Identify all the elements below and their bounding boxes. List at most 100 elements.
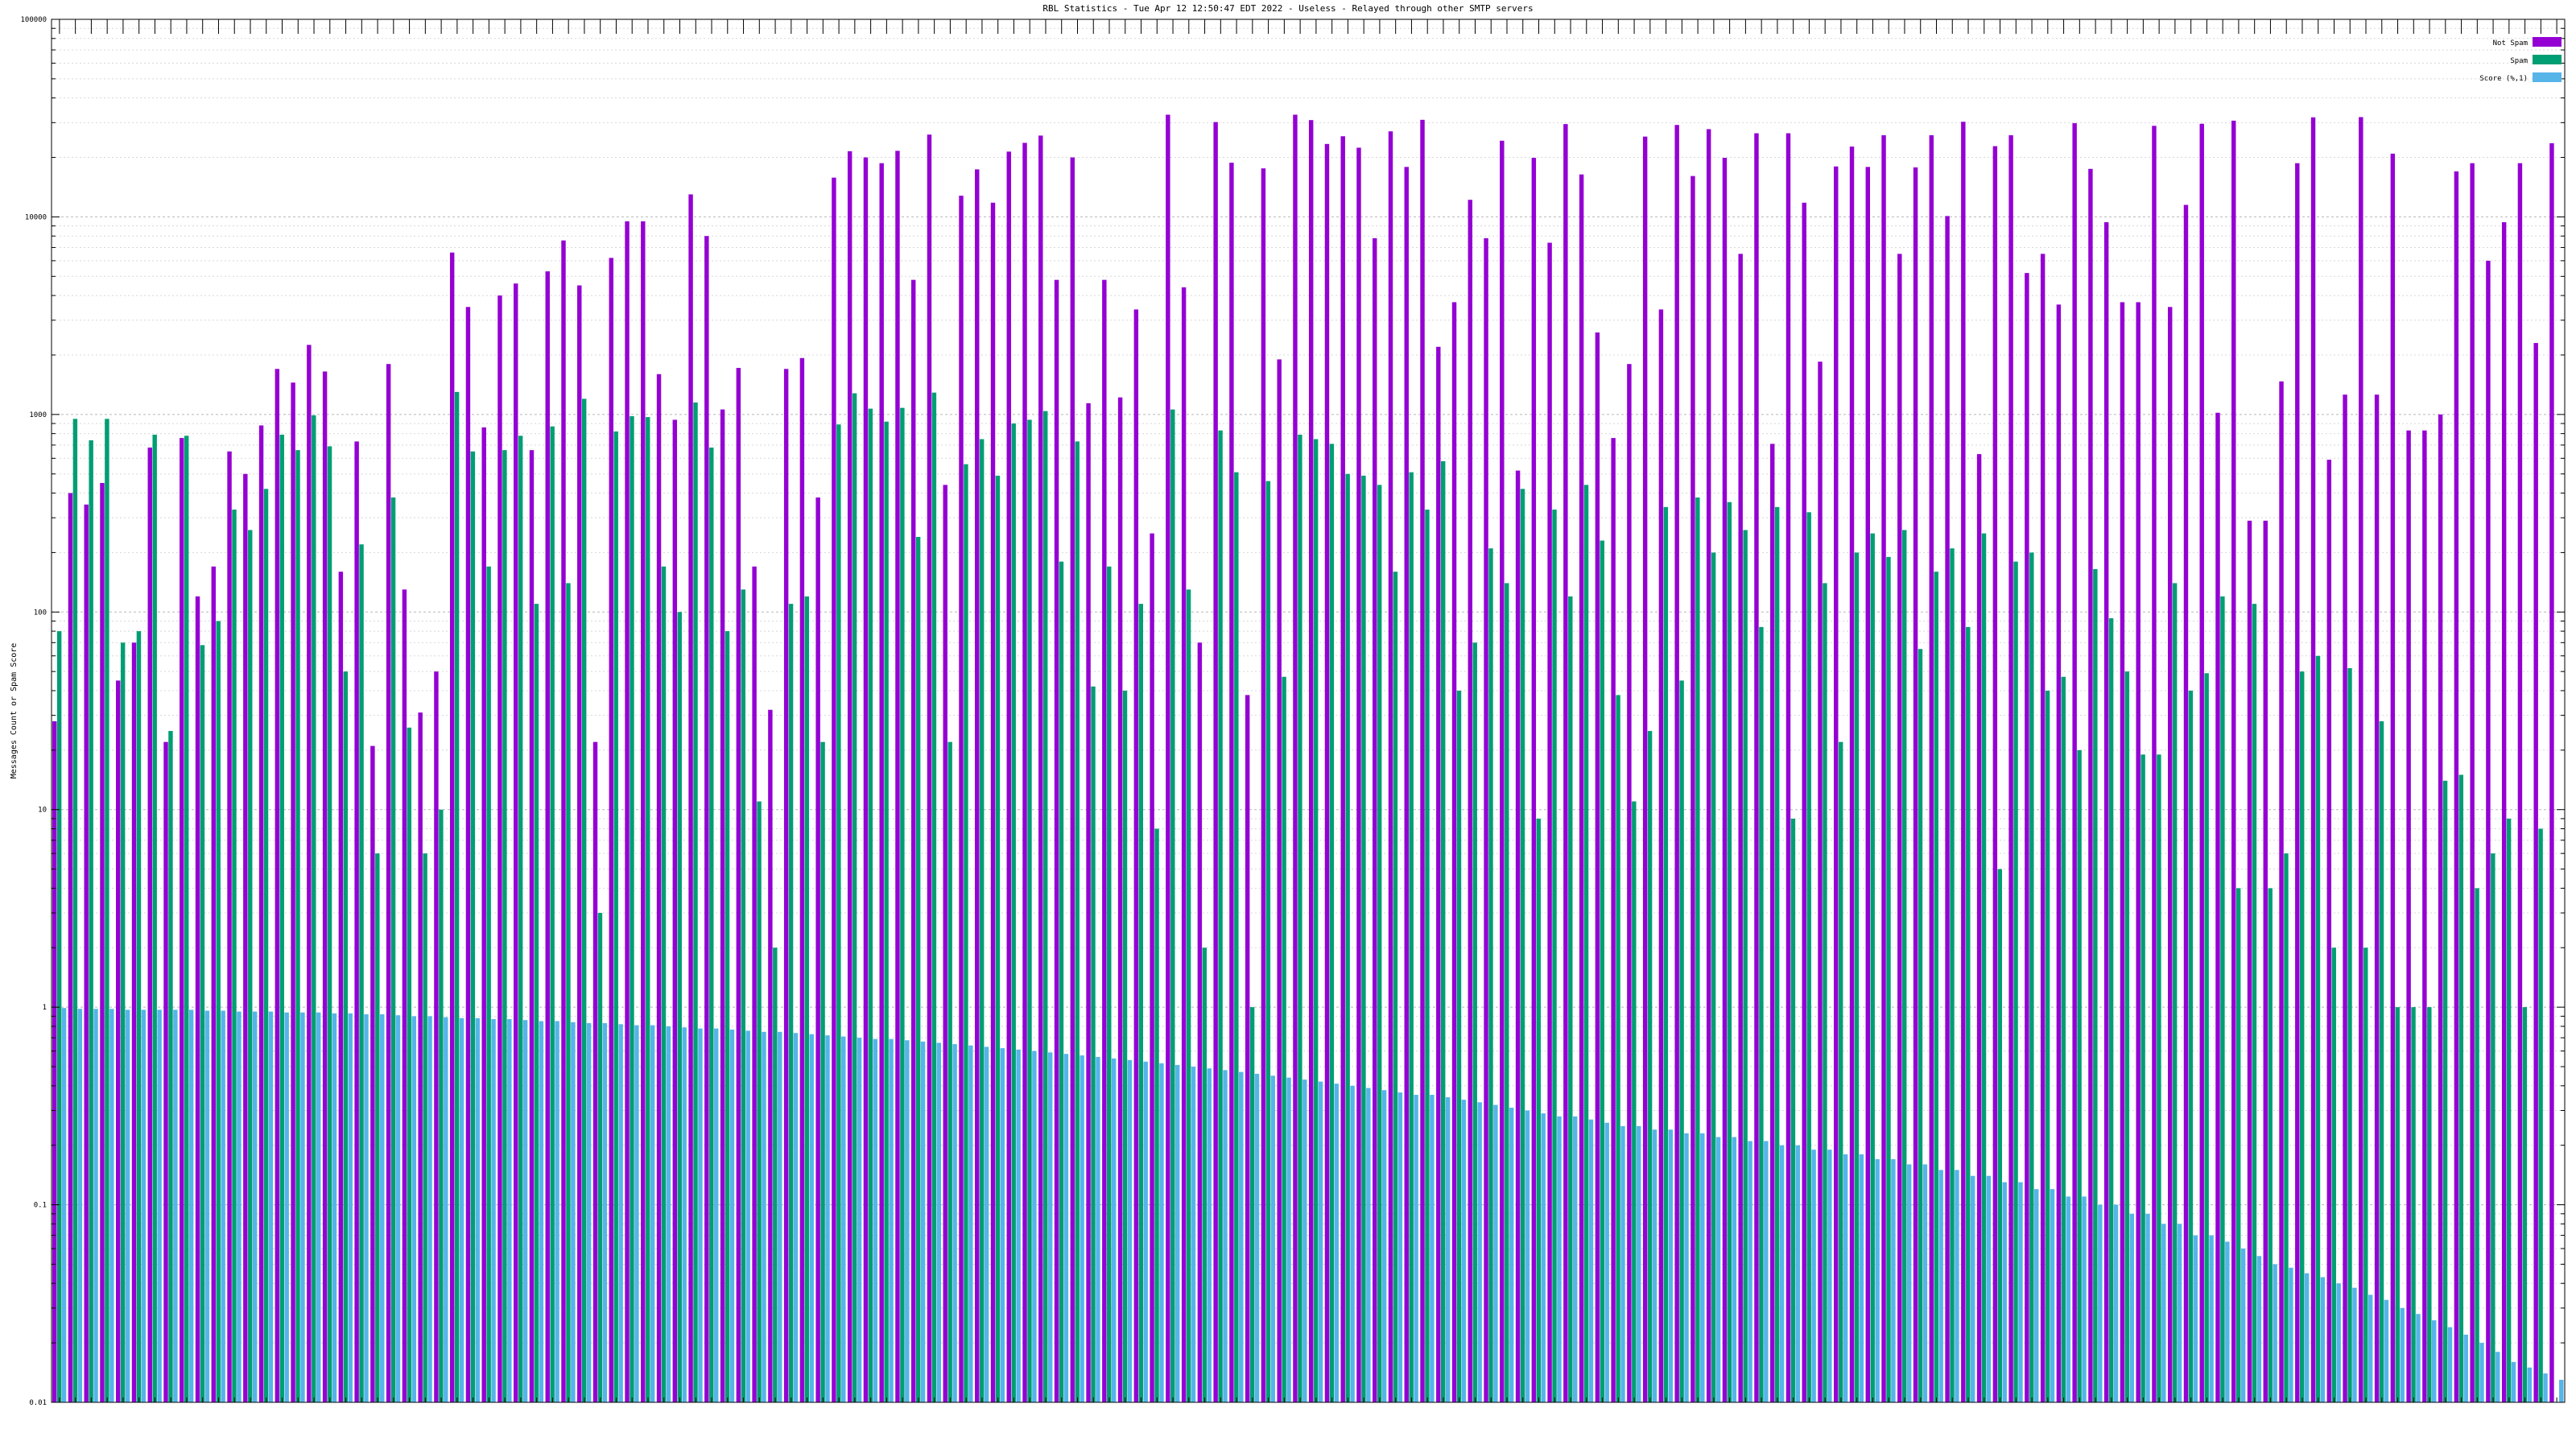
legend-label: Not Spam: [2493, 39, 2528, 47]
chart-title: RBL Statistics - Tue Apr 12 12:50:47 EDT…: [1042, 3, 1533, 14]
bar-score-1--149: [2432, 1320, 2437, 1402]
bar-score-1--73: [1223, 1070, 1228, 1402]
bar-spam-20: [375, 853, 380, 1402]
bar-spam-61: [1027, 419, 1032, 1402]
bar-score-1--83: [1381, 1090, 1387, 1402]
bar-score-1--153: [2496, 1352, 2500, 1402]
bar-not-spam-14: [275, 369, 280, 1403]
bar-score-1--49: [841, 1036, 846, 1402]
bar-score-1--48: [825, 1035, 830, 1402]
bar-not-spam-78: [1293, 114, 1298, 1403]
bar-score-1--0: [61, 1008, 67, 1402]
bar-score-1--124: [2034, 1189, 2039, 1402]
bar-score-1--119: [1955, 1170, 1959, 1402]
bar-score-1--5: [141, 1009, 147, 1402]
bar-spam-26: [470, 451, 476, 1402]
bar-not-spam-123: [2008, 134, 2013, 1402]
bar-score-1--147: [2400, 1307, 2405, 1402]
bar-spam-53: [900, 407, 905, 1402]
bar-spam-3: [105, 419, 109, 1402]
bar-spam-83: [1377, 485, 1382, 1402]
bar-not-spam-33: [577, 285, 582, 1402]
bar-score-1--41: [713, 1028, 719, 1402]
bar-not-spam-117: [1913, 167, 1918, 1402]
bar-score-1--6: [157, 1009, 162, 1402]
bar-score-1--2: [93, 1009, 98, 1402]
bar-spam-134: [2188, 690, 2194, 1402]
bar-spam-74: [1234, 472, 1239, 1403]
bar-spam-81: [1345, 473, 1350, 1402]
bar-score-1--157: [2559, 1380, 2564, 1402]
bar-not-spam-144: [2343, 394, 2347, 1402]
bar-spam-152: [2475, 888, 2479, 1402]
bar-not-spam-100: [1642, 136, 1648, 1403]
bar-score-1--32: [571, 1022, 576, 1402]
bar-score-1--42: [729, 1030, 735, 1402]
bar-spam-15: [295, 450, 300, 1402]
bar-score-1--112: [1843, 1154, 1848, 1402]
bar-not-spam-16: [307, 345, 312, 1402]
bar-score-1--115: [1891, 1159, 1896, 1402]
bar-not-spam-96: [1579, 174, 1584, 1403]
bar-spam-126: [2061, 676, 2066, 1402]
bar-spam-51: [868, 408, 873, 1403]
bar-spam-62: [1043, 411, 1048, 1403]
bar-spam-17: [327, 446, 332, 1402]
bar-spam-6: [152, 434, 157, 1402]
bar-not-spam-106: [1738, 254, 1743, 1402]
bar-score-1--141: [2304, 1273, 2310, 1402]
bar-not-spam-60: [1006, 151, 1011, 1403]
bar-not-spam-157: [2549, 142, 2554, 1403]
bar-spam-135: [2204, 673, 2209, 1402]
plot-area-frame: [51, 19, 2566, 1403]
bar-spam-79: [1313, 439, 1319, 1402]
bar-spam-140: [2284, 853, 2289, 1402]
bar-spam-108: [1774, 506, 1780, 1402]
bar-not-spam-10: [211, 566, 217, 1402]
bar-spam-80: [1329, 444, 1335, 1403]
bar-spam-117: [1918, 649, 1923, 1402]
bar-score-1--140: [2289, 1267, 2293, 1402]
bar-spam-114: [1870, 533, 1875, 1402]
bar-spam-94: [1552, 510, 1557, 1402]
bar-score-1--14: [284, 1012, 289, 1402]
bar-score-1--138: [2256, 1256, 2262, 1402]
bar-score-1--103: [1700, 1133, 1705, 1402]
bar-score-1--56: [952, 1044, 957, 1402]
bar-spam-46: [788, 604, 794, 1402]
bar-score-1--97: [1604, 1122, 1609, 1402]
bar-spam-88: [1456, 690, 1462, 1402]
bar-spam-5: [136, 631, 142, 1402]
bar-not-spam-136: [2215, 412, 2220, 1403]
bar-score-1--12: [252, 1011, 258, 1402]
bar-spam-155: [2522, 1007, 2528, 1402]
legend: Not Spam Spam Score (%,1): [2479, 37, 2562, 83]
bar-score-1--38: [666, 1026, 671, 1402]
bar-spam-89: [1472, 642, 1477, 1402]
bar-score-1--3: [109, 1009, 114, 1402]
bar-not-spam-28: [497, 295, 502, 1402]
bar-spam-120: [1966, 626, 1971, 1402]
bar-not-spam-36: [625, 221, 630, 1402]
bar-not-spam-122: [1992, 146, 1998, 1402]
bar-score-1--94: [1557, 1116, 1562, 1402]
bar-spam-133: [2172, 583, 2178, 1402]
bar-not-spam-12: [243, 473, 248, 1402]
bar-not-spam-108: [1770, 444, 1775, 1403]
bar-score-1--77: [1286, 1077, 1291, 1402]
bar-spam-16: [312, 415, 316, 1402]
bar-spam-63: [1059, 561, 1064, 1402]
bar-not-spam-133: [2168, 307, 2173, 1403]
bar-not-spam-135: [2199, 123, 2204, 1402]
bar-spam-0: [56, 631, 62, 1402]
bar-score-1--87: [1445, 1097, 1451, 1402]
bar-not-spam-120: [1961, 122, 1966, 1402]
bar-not-spam-87: [1436, 346, 1441, 1402]
bar-not-spam-23: [418, 712, 423, 1402]
bar-spam-23: [423, 853, 427, 1402]
bar-score-1--129: [2113, 1204, 2119, 1402]
bar-not-spam-88: [1451, 302, 1457, 1403]
bar-score-1--154: [2511, 1361, 2516, 1402]
bar-score-1--55: [936, 1042, 942, 1402]
bar-spam-90: [1488, 548, 1493, 1403]
